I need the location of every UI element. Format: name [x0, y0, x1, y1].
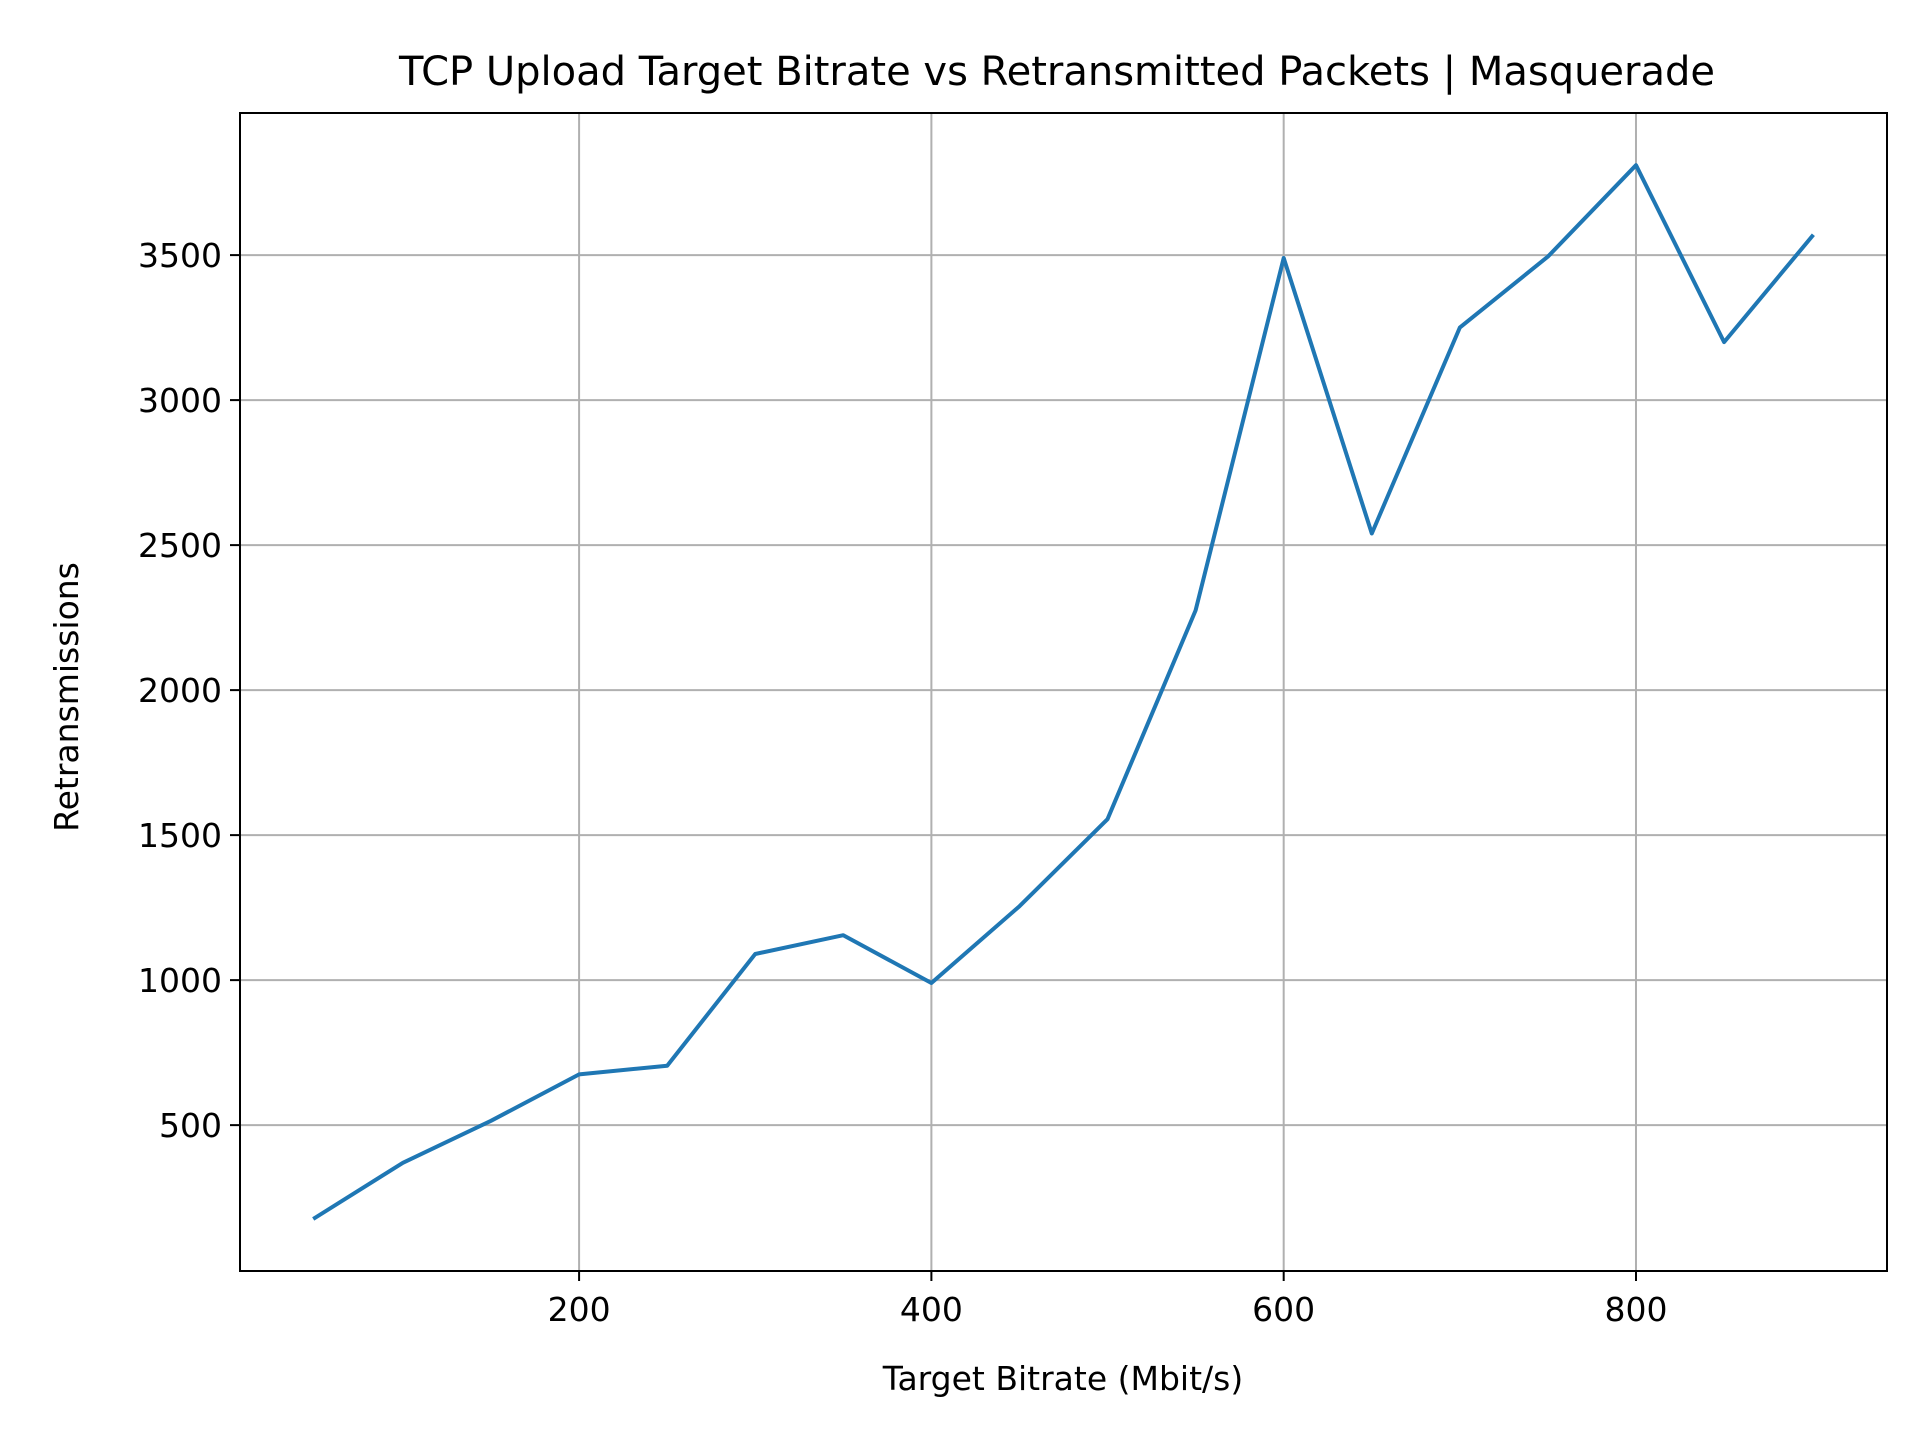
x-tick-label: 400 [900, 1290, 963, 1329]
plot-frame [239, 112, 1888, 1272]
x-tick-label: 800 [1604, 1290, 1667, 1329]
chart-title: TCP Upload Target Bitrate vs Retransmitt… [398, 49, 1715, 95]
y-tick-label: 2500 [138, 526, 222, 565]
x-axis-label: Target Bitrate (Mbit/s) [882, 1359, 1243, 1398]
y-tick-label: 3000 [138, 381, 222, 420]
series-layer [312, 163, 1815, 1221]
y-tick-label: 1000 [138, 961, 222, 1000]
y-axis-label: Retransmissions [47, 562, 86, 832]
series-line [312, 163, 1815, 1221]
y-tick-label: 3500 [138, 236, 222, 275]
axis-ticks: 200 400 600 800 500 1000 1500 2000 2500 3000 3500 [138, 236, 1667, 1329]
grid-lines [240, 113, 1887, 1271]
y-tick-label: 500 [159, 1106, 222, 1145]
y-tick-label: 2000 [138, 671, 222, 710]
x-tick-label: 200 [548, 1290, 611, 1329]
x-tick-label: 600 [1252, 1290, 1315, 1329]
y-tick-label: 1500 [138, 816, 222, 855]
